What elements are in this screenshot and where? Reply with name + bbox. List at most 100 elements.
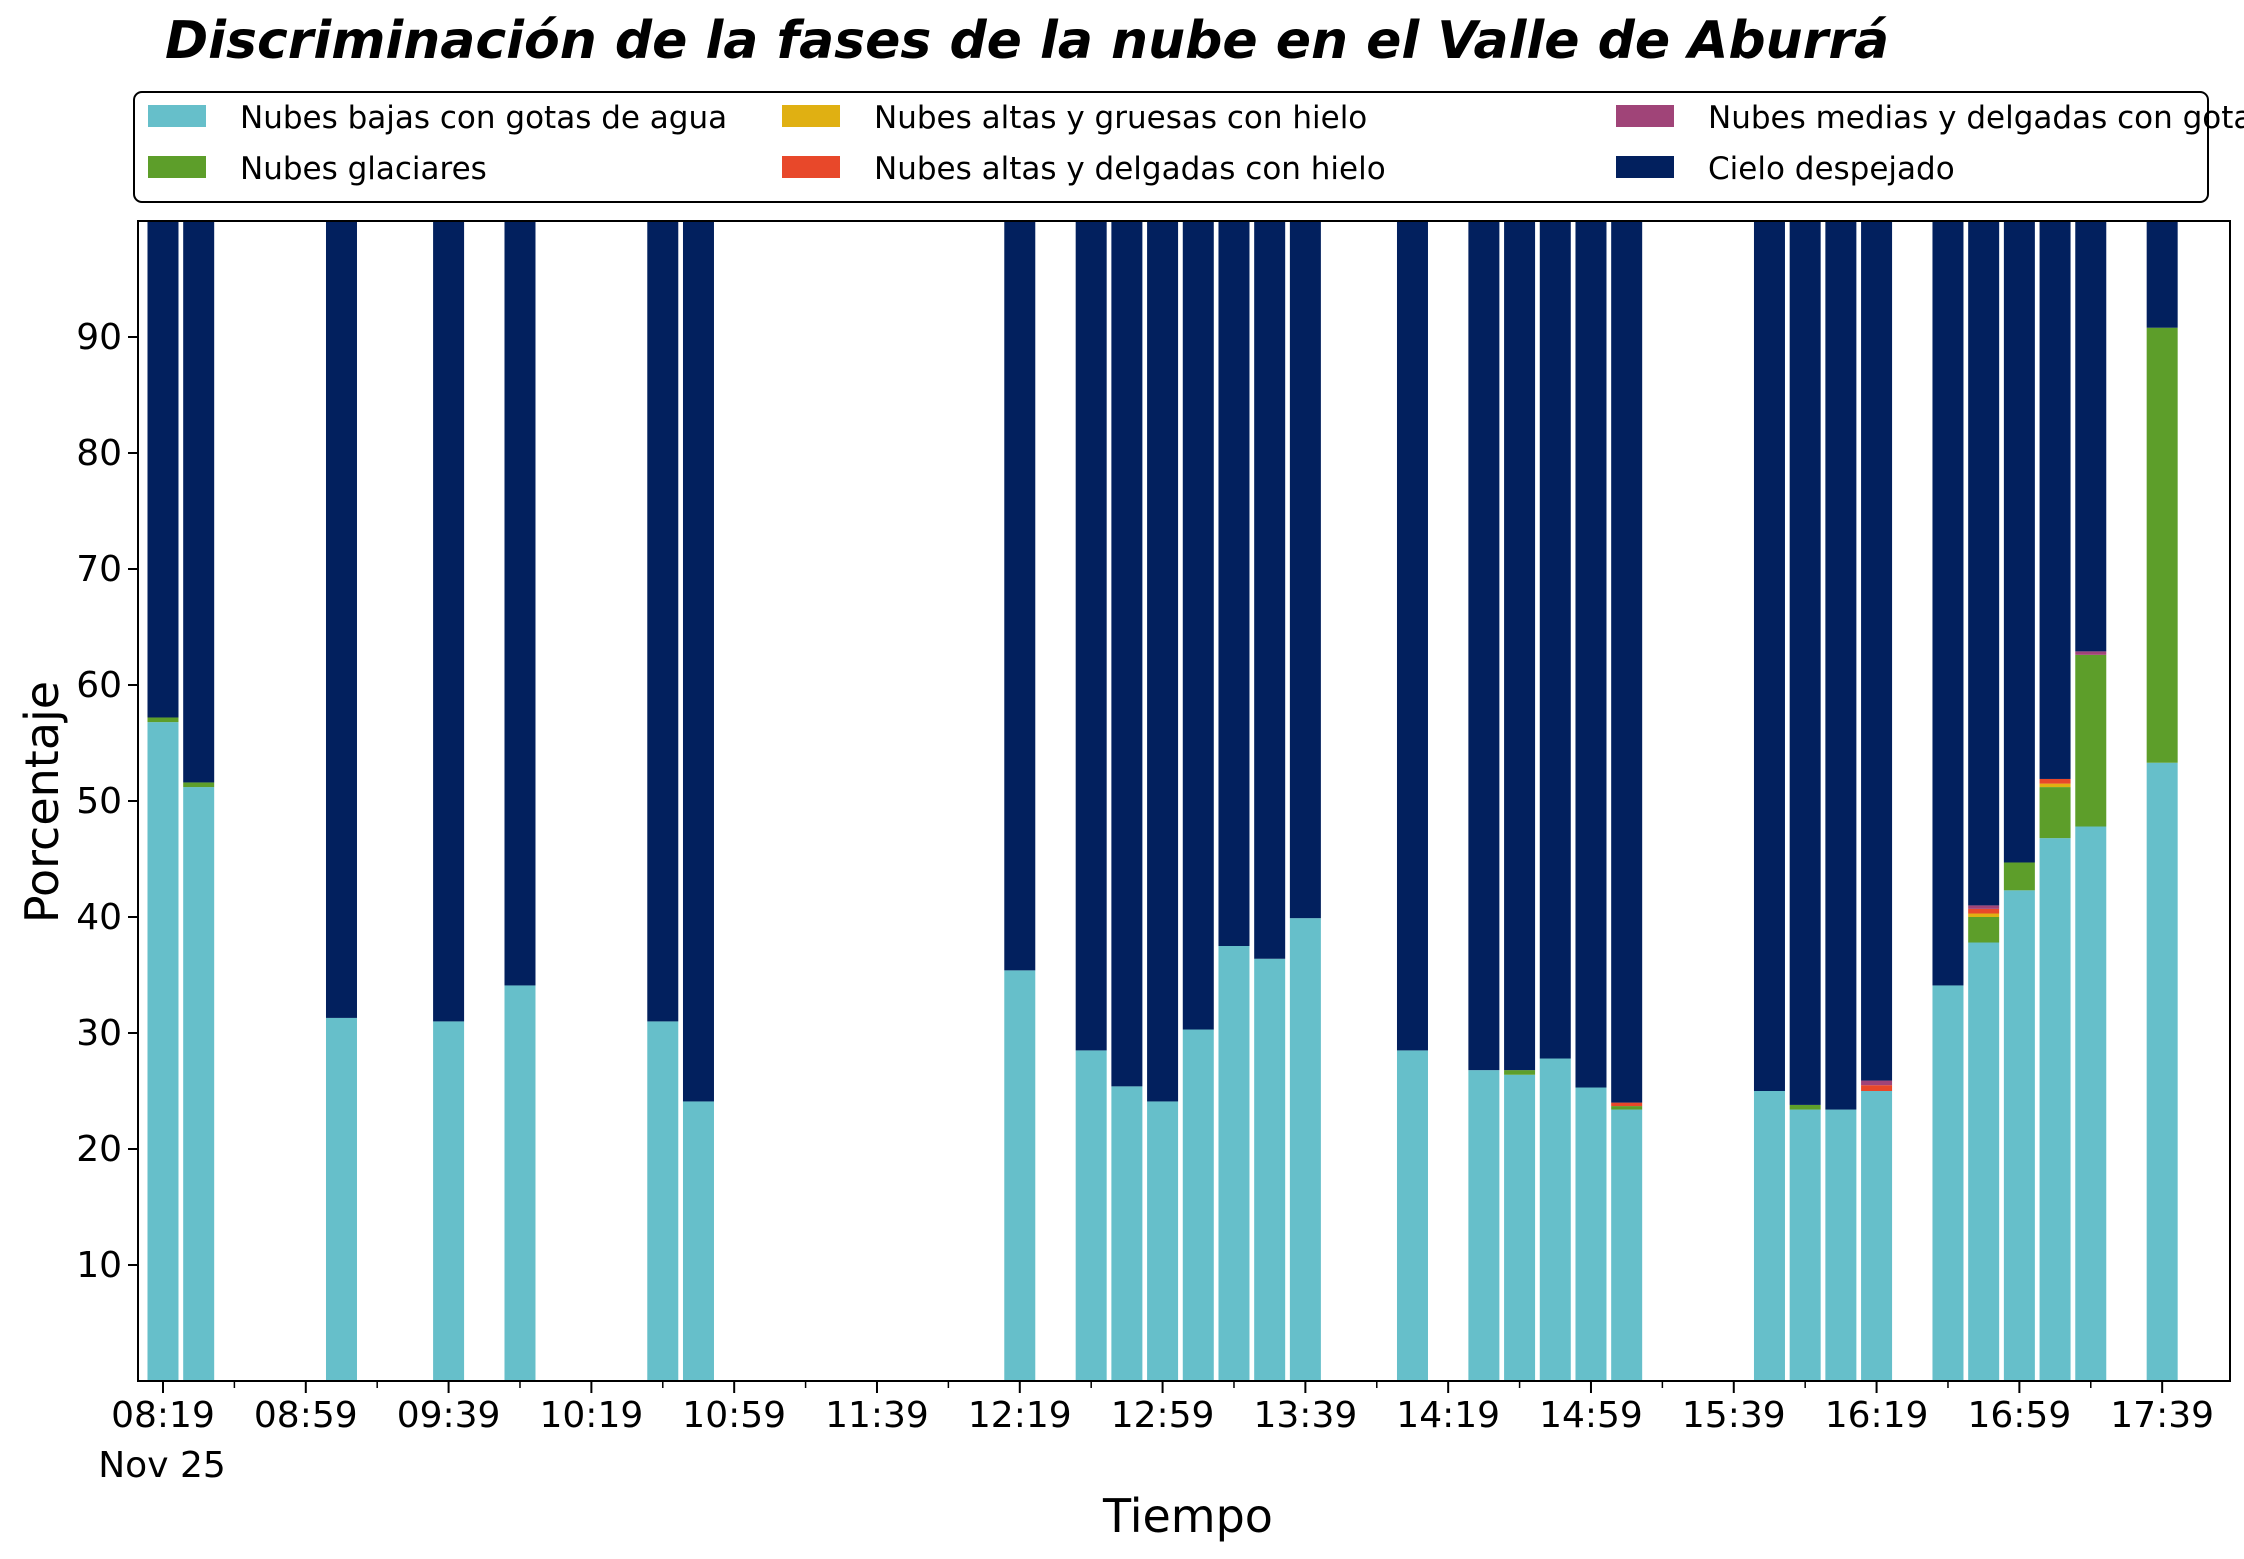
bar-segment-5-20 [1611,221,1643,1103]
y-tick-label: 50 [76,781,122,822]
legend-swatch-2 [782,105,840,127]
bar-segment-1-27 [2003,862,2035,891]
chart-title: Discriminación de la fases de la nube en… [165,11,1889,71]
x-axis: 08:19 08:59 09:39 10:19 10:59 11:39 12:19 12:59… [111,1381,2214,1436]
bar-segment-1-20 [1611,1106,1643,1110]
y-tick-label: 70 [76,549,122,590]
y-axis: 10 20 30 40 50 60 70 80 90 [76,317,138,1286]
legend-frame [133,91,2209,203]
legend-label-5: Cielo despejado [1708,151,1955,187]
x-tick-label: 09:39 [397,1395,501,1436]
bar-segment-5-5 [647,221,679,1022]
bar-segment-0-26 [1968,942,2000,1381]
x-tick-label: 12:59 [1111,1395,1215,1436]
bar-segment-0-7 [1004,970,1036,1381]
x-tick-label: 16:19 [1825,1395,1929,1436]
legend: Nubes bajas con gotas de agua Nubes glaci… [133,91,2244,203]
legend-swatch-3 [782,156,840,178]
x-tick-label: 14:19 [1396,1395,1500,1436]
bar-segment-5-2 [325,221,357,1018]
bar-segment-4-26 [1968,905,2000,909]
x-tick-label: 08:59 [254,1395,358,1436]
bar-segment-1-28 [2039,787,2071,839]
bar-segment-0-25 [1932,985,1964,1381]
bar-segment-0-8 [1075,1050,1107,1381]
bar-segment-5-22 [1789,221,1821,1105]
legend-label-3: Nubes altas y delgadas con hielo [874,151,1386,187]
bar-segment-1-17 [1504,1070,1536,1075]
x-tick-label: 14:59 [1539,1395,1643,1436]
bar-segment-0-23 [1825,1109,1857,1381]
bar-segment-1-30 [2146,327,2178,763]
bar-segment-4-24 [1861,1080,1893,1086]
bar-segment-5-12 [1218,221,1250,946]
bars [147,221,2178,1381]
bar-segment-5-25 [1932,221,1964,986]
bar-segment-0-10 [1147,1101,1179,1381]
bar-segment-0-16 [1468,1070,1500,1381]
bar-segment-1-22 [1789,1104,1821,1110]
bar-segment-0-14 [1289,918,1321,1381]
bar-segment-5-0 [147,221,179,718]
bar-segment-5-6 [682,221,714,1102]
x-tick-label: 10:59 [682,1395,786,1436]
legend-label-4: Nubes medias y delgadas con gotas de agu… [1708,100,2244,136]
y-tick-label: 60 [76,665,122,706]
bar-segment-5-23 [1825,221,1857,1110]
bar-segment-1-29 [2075,654,2107,827]
y-tick-label: 30 [76,1013,122,1054]
bar-segment-0-28 [2039,838,2071,1381]
bar-segment-0-21 [1753,1091,1785,1381]
x-axis-label: Tiempo [1102,1489,1273,1543]
bar-segment-1-1 [183,782,215,788]
bar-segment-5-29 [2075,221,2107,652]
x-tick-label: 13:39 [1254,1395,1358,1436]
bar-segment-0-0 [147,722,179,1381]
y-tick-label: 40 [76,897,122,938]
legend-swatch-1 [148,156,206,178]
legend-swatch-4 [1616,105,1674,127]
bar-segment-0-22 [1789,1109,1821,1381]
y-axis-label: Porcentaje [15,681,69,923]
bar-segment-0-6 [682,1101,714,1381]
bar-segment-3-26 [1968,908,2000,914]
x-tick-label: 12:19 [968,1395,1072,1436]
bar-segment-5-10 [1147,221,1179,1102]
legend-swatch-5 [1616,156,1674,178]
bar-segment-5-16 [1468,221,1500,1071]
bar-segment-0-15 [1396,1050,1428,1381]
bar-segment-2-28 [2039,783,2071,788]
x-tick-label: 17:39 [2110,1395,2214,1436]
bar-segment-0-1 [183,787,215,1381]
bar-segment-5-27 [2003,221,2035,863]
bar-segment-5-7 [1004,221,1036,971]
bar-segment-5-28 [2039,221,2071,779]
bar-segment-0-27 [2003,890,2035,1381]
bar-segment-0-17 [1504,1074,1536,1381]
bar-segment-0-20 [1611,1109,1643,1381]
bar-segment-0-5 [647,1021,679,1381]
bar-segment-0-4 [504,985,536,1381]
y-tick-label: 90 [76,317,122,358]
bar-segment-5-19 [1575,221,1607,1088]
bar-segment-5-17 [1504,221,1536,1071]
y-tick-label: 80 [76,433,122,474]
bar-segment-1-26 [1968,917,2000,943]
legend-label-1: Nubes glaciares [240,151,487,187]
y-tick-label: 20 [76,1129,122,1170]
bar-segment-5-15 [1396,221,1428,1051]
bar-segment-3-28 [2039,778,2071,784]
bar-segment-5-13 [1254,221,1286,959]
x-date-label: Nov 25 [98,1445,226,1486]
bar-segment-5-11 [1182,221,1214,1030]
bar-segment-1-0 [147,717,179,723]
bar-segment-5-9 [1111,221,1143,1087]
y-tick-label: 10 [76,1245,122,1286]
bar-segment-3-24 [1861,1085,1893,1091]
x-tick-label: 11:39 [825,1395,929,1436]
bar-segment-5-3 [433,221,465,1022]
bar-segment-0-2 [325,1017,357,1381]
bar-segment-0-11 [1182,1029,1214,1381]
bar-segment-5-26 [1968,221,2000,906]
